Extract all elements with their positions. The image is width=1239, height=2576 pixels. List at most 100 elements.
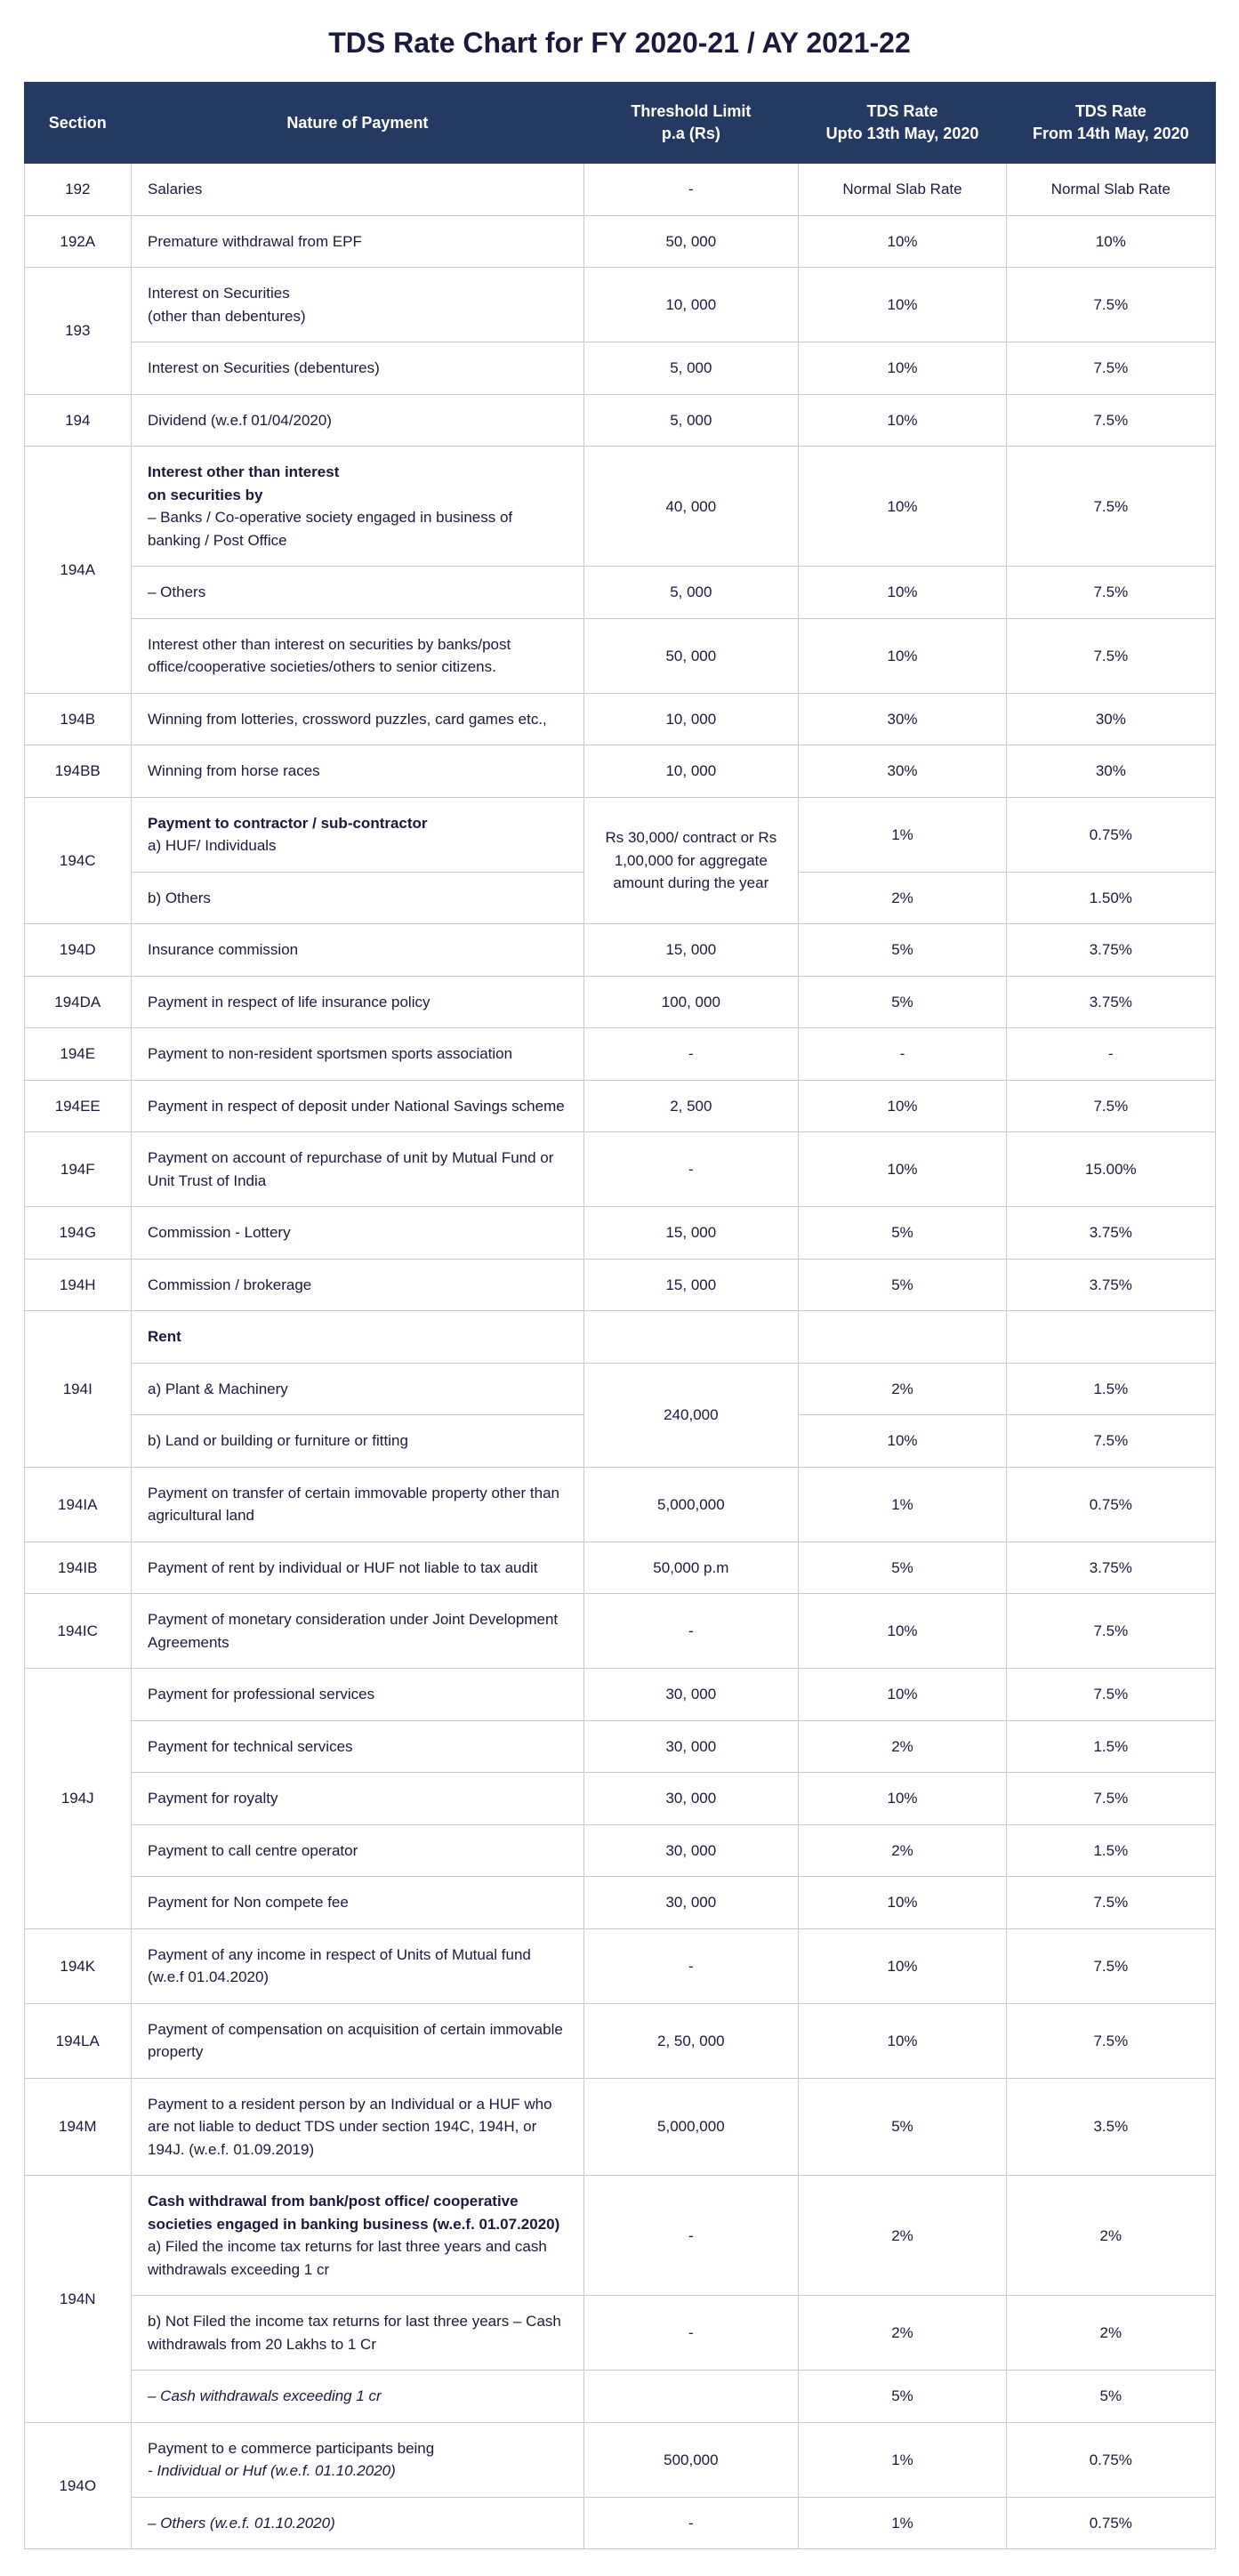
cell-nature: Premature withdrawal from EPF bbox=[132, 215, 584, 268]
cell-rate-upto: 5% bbox=[798, 1542, 1006, 1594]
cell-rate-from bbox=[1007, 1311, 1215, 1364]
cell-rate-upto: 1% bbox=[798, 1467, 1006, 1542]
cell-rate-from: 15.00% bbox=[1007, 1132, 1215, 1207]
cell-threshold: 10, 000 bbox=[583, 745, 798, 798]
cell-section: 194 bbox=[24, 394, 132, 447]
cell-nature: b) Not Filed the income tax returns for … bbox=[132, 2296, 584, 2371]
cell-rate-from: 1.5% bbox=[1007, 1363, 1215, 1415]
table-row: 194BBWinning from horse races10, 00030%3… bbox=[24, 745, 1215, 798]
cell-rate-upto: Normal Slab Rate bbox=[798, 164, 1006, 216]
cell-rate-upto: 10% bbox=[798, 394, 1006, 447]
cell-nature: Commission / brokerage bbox=[132, 1259, 584, 1311]
cell-nature: Payment for technical services bbox=[132, 1720, 584, 1773]
cell-rate-upto bbox=[798, 1311, 1006, 1364]
cell-rate-from: 1.5% bbox=[1007, 1720, 1215, 1773]
cell-rate-upto: 2% bbox=[798, 2176, 1006, 2296]
table-body: 192Salaries-Normal Slab RateNormal Slab … bbox=[24, 164, 1215, 2549]
table-row: 194EPayment to non-resident sportsmen sp… bbox=[24, 1028, 1215, 1081]
cell-rate-upto: 30% bbox=[798, 745, 1006, 798]
cell-section: 194C bbox=[24, 797, 132, 924]
cell-rate-from: 7.5% bbox=[1007, 618, 1215, 693]
cell-rate-from: 5% bbox=[1007, 2371, 1215, 2423]
cell-rate-upto: 10% bbox=[798, 1669, 1006, 1721]
table-row: b) Not Filed the income tax returns for … bbox=[24, 2296, 1215, 2371]
table-row: 194MPayment to a resident person by an I… bbox=[24, 2078, 1215, 2176]
cell-nature: Interest other than interest on securiti… bbox=[132, 618, 584, 693]
cell-nature: Payment of any income in respect of Unit… bbox=[132, 1928, 584, 2003]
cell-nature: Rent bbox=[132, 1311, 584, 1364]
cell-rate-upto: 5% bbox=[798, 1259, 1006, 1311]
cell-threshold: 5, 000 bbox=[583, 342, 798, 395]
cell-rate-upto: 10% bbox=[798, 567, 1006, 619]
cell-nature: Payment for royalty bbox=[132, 1773, 584, 1825]
cell-nature: Interest other than intereston securitie… bbox=[132, 447, 584, 567]
cell-nature: Payment to contractor / sub-contractora)… bbox=[132, 797, 584, 872]
cell-rate-from: 7.5% bbox=[1007, 567, 1215, 619]
cell-nature: Payment on transfer of certain immovable… bbox=[132, 1467, 584, 1542]
cell-threshold: 30, 000 bbox=[583, 1877, 798, 1929]
cell-section: 194O bbox=[24, 2422, 132, 2549]
cell-threshold: 50,000 p.m bbox=[583, 1542, 798, 1594]
table-row: 194IAPayment on transfer of certain immo… bbox=[24, 1467, 1215, 1542]
cell-section: 193 bbox=[24, 268, 132, 395]
table-row: Interest on Securities (debentures)5, 00… bbox=[24, 342, 1215, 395]
cell-rate-from: 0.75% bbox=[1007, 1467, 1215, 1542]
cell-section: 194E bbox=[24, 1028, 132, 1081]
cell-threshold: 240,000 bbox=[583, 1363, 798, 1467]
cell-nature: Payment to a resident person by an Indiv… bbox=[132, 2078, 584, 2176]
cell-nature: – Others (w.e.f. 01.10.2020) bbox=[132, 2497, 584, 2549]
cell-threshold: 15, 000 bbox=[583, 1259, 798, 1311]
cell-rate-upto: 10% bbox=[798, 1080, 1006, 1132]
table-row: Payment to call centre operator30, 0002%… bbox=[24, 1824, 1215, 1877]
cell-rate-from: 30% bbox=[1007, 693, 1215, 745]
table-row: 193Interest on Securities(other than deb… bbox=[24, 268, 1215, 342]
cell-rate-from: 2% bbox=[1007, 2176, 1215, 2296]
table-header: SectionNature of PaymentThreshold Limitp… bbox=[24, 83, 1215, 164]
cell-section: 194D bbox=[24, 924, 132, 977]
column-header-threshold: Threshold Limitp.a (Rs) bbox=[583, 83, 798, 164]
cell-rate-from: 7.5% bbox=[1007, 1594, 1215, 1669]
cell-threshold: 500,000 bbox=[583, 2422, 798, 2497]
table-row: 194BWinning from lotteries, crossword pu… bbox=[24, 693, 1215, 745]
cell-rate-from: 1.50% bbox=[1007, 872, 1215, 924]
cell-threshold: 5,000,000 bbox=[583, 1467, 798, 1542]
cell-rate-upto: 1% bbox=[798, 797, 1006, 872]
cell-threshold: 15, 000 bbox=[583, 924, 798, 977]
table-row: 194Dividend (w.e.f 01/04/2020)5, 00010%7… bbox=[24, 394, 1215, 447]
cell-nature: Payment for professional services bbox=[132, 1669, 584, 1721]
cell-rate-from: Normal Slab Rate bbox=[1007, 164, 1215, 216]
cell-rate-upto: 10% bbox=[798, 447, 1006, 567]
cell-rate-from: 3.75% bbox=[1007, 1259, 1215, 1311]
cell-rate-upto: 2% bbox=[798, 2296, 1006, 2371]
cell-threshold bbox=[583, 1311, 798, 1364]
cell-section: 194K bbox=[24, 1928, 132, 2003]
cell-rate-upto: 10% bbox=[798, 1594, 1006, 1669]
cell-nature: Payment on account of repurchase of unit… bbox=[132, 1132, 584, 1207]
cell-threshold: Rs 30,000/ contract or Rs 1,00,000 for a… bbox=[583, 797, 798, 924]
cell-section: 194N bbox=[24, 2176, 132, 2423]
table-row: – Others (w.e.f. 01.10.2020)-1%0.75% bbox=[24, 2497, 1215, 2549]
cell-rate-from: 7.5% bbox=[1007, 1928, 1215, 2003]
table-row: a) Plant & Machinery240,0002%1.5% bbox=[24, 1363, 1215, 1415]
cell-rate-from: 7.5% bbox=[1007, 268, 1215, 342]
table-row: 194JPayment for professional services30,… bbox=[24, 1669, 1215, 1721]
cell-threshold: 10, 000 bbox=[583, 268, 798, 342]
cell-nature: Interest on Securities (debentures) bbox=[132, 342, 584, 395]
cell-rate-upto: 2% bbox=[798, 1720, 1006, 1773]
cell-nature: Dividend (w.e.f 01/04/2020) bbox=[132, 394, 584, 447]
column-header-rate_from: TDS RateFrom 14th May, 2020 bbox=[1007, 83, 1215, 164]
cell-rate-from: 1.5% bbox=[1007, 1824, 1215, 1877]
cell-section: 194BB bbox=[24, 745, 132, 798]
cell-section: 194I bbox=[24, 1311, 132, 1468]
cell-threshold: 50, 000 bbox=[583, 618, 798, 693]
cell-rate-from: 7.5% bbox=[1007, 1080, 1215, 1132]
table-row: – Cash withdrawals exceeding 1 cr5%5% bbox=[24, 2371, 1215, 2423]
column-header-nature: Nature of Payment bbox=[132, 83, 584, 164]
cell-section: 192A bbox=[24, 215, 132, 268]
cell-nature: Payment of compensation on acquisition o… bbox=[132, 2003, 584, 2078]
cell-nature: b) Others bbox=[132, 872, 584, 924]
cell-nature: Payment of rent by individual or HUF not… bbox=[132, 1542, 584, 1594]
table-row: 194GCommission - Lottery15, 0005%3.75% bbox=[24, 1207, 1215, 1260]
cell-threshold: 40, 000 bbox=[583, 447, 798, 567]
cell-threshold: 2, 50, 000 bbox=[583, 2003, 798, 2078]
